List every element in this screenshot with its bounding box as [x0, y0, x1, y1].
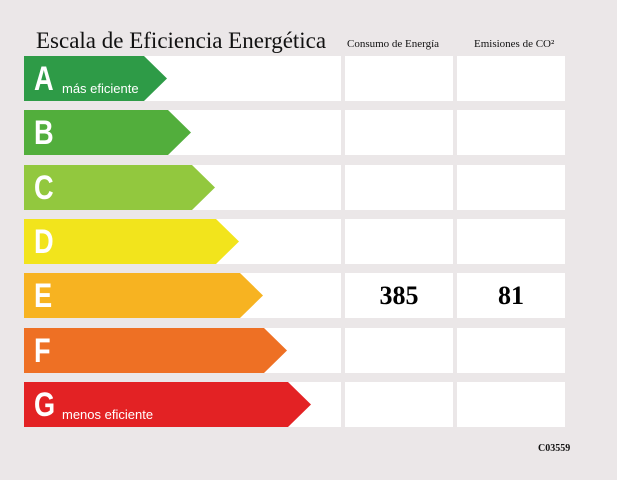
- column-header-emisiones: Emisiones de CO²: [474, 38, 555, 50]
- rating-letter: C: [34, 169, 54, 207]
- emisiones-cell-g: [457, 382, 565, 427]
- emisiones-cell-a: [457, 56, 565, 101]
- emisiones-cell-e: 81: [457, 273, 565, 318]
- consumo-cell-f: [345, 328, 453, 373]
- rating-letter: E: [34, 277, 53, 315]
- rating-letter: F: [34, 332, 51, 370]
- rating-letter: A: [34, 60, 54, 98]
- consumo-cell-c: [345, 165, 453, 210]
- rating-letter: B: [34, 114, 54, 152]
- consumo-cell-b: [345, 110, 453, 155]
- consumo-cell-g: [345, 382, 453, 427]
- emisiones-cell-f: [457, 328, 565, 373]
- rating-arrow-f: F: [24, 328, 287, 373]
- consumo-cell-d: [345, 219, 453, 264]
- rating-arrow-d: D: [24, 219, 239, 264]
- emisiones-cell-b: [457, 110, 565, 155]
- rating-letter: D: [34, 223, 54, 261]
- rating-subtitle: más eficiente: [62, 81, 139, 96]
- rating-subtitle: menos eficiente: [62, 407, 154, 422]
- certificate-code: C03559: [538, 443, 571, 454]
- consumo-cell-a: [345, 56, 453, 101]
- page-title: Escala de Eficiencia Energética: [36, 28, 327, 53]
- rating-arrow-e: E: [24, 273, 263, 318]
- rating-letter: G: [34, 386, 56, 424]
- rating-arrow-c: C: [24, 165, 215, 210]
- emisiones-cell-c: [457, 165, 565, 210]
- consumo-cell-e: 385: [345, 273, 453, 318]
- rating-arrow-b: B: [24, 110, 191, 155]
- emisiones-cell-d: [457, 219, 565, 264]
- column-header-consumo: Consumo de Energía: [347, 38, 440, 50]
